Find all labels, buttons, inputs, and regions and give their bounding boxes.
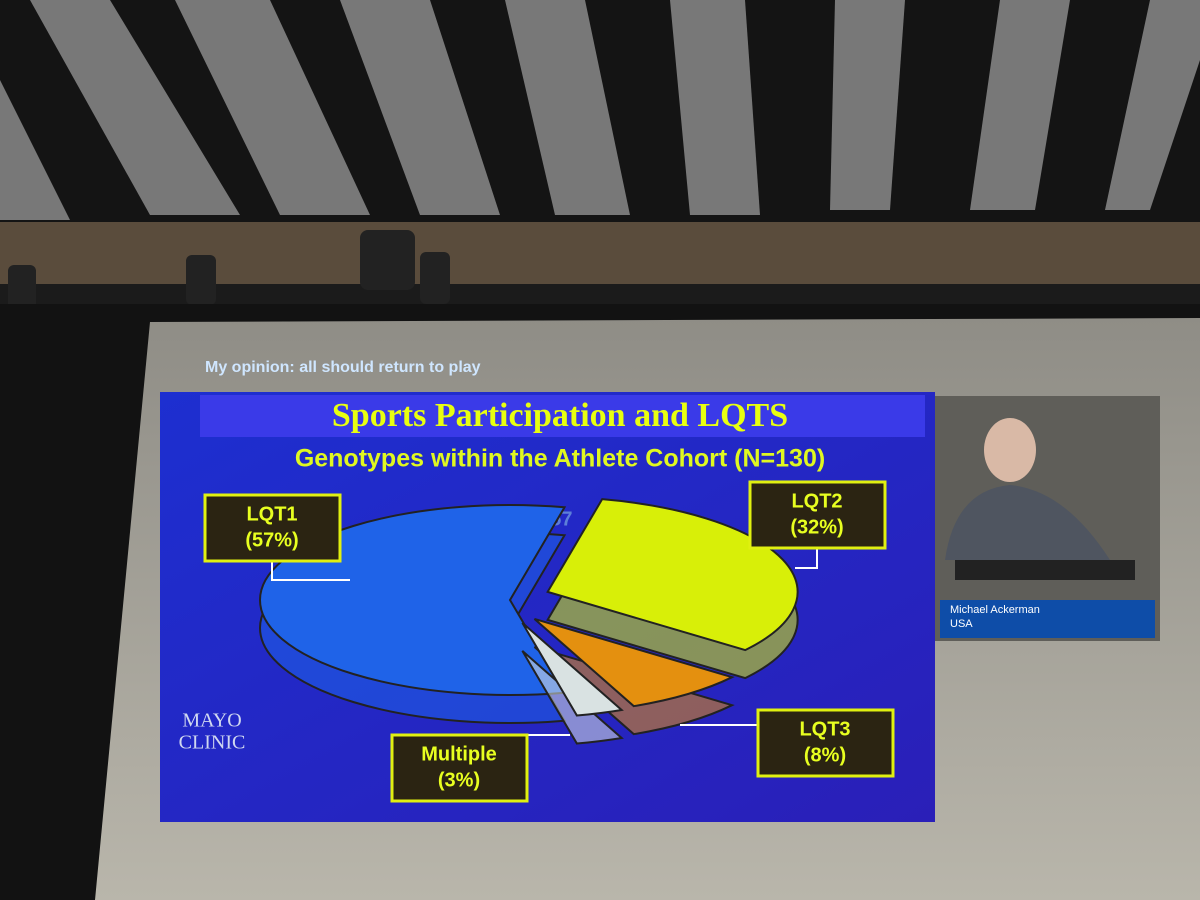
speaker-head — [984, 418, 1036, 482]
logo-text: MAYO — [182, 710, 241, 732]
slide-note: My opinion: all should return to play — [205, 359, 481, 376]
label-value: (57%) — [245, 529, 298, 551]
title-band — [200, 395, 925, 437]
label-value: (8%) — [804, 744, 846, 766]
label-value: (32%) — [790, 516, 843, 538]
label-category: LQT3 — [799, 718, 850, 740]
podium — [955, 560, 1135, 580]
label-box — [203, 493, 342, 563]
label-category: LQT1 — [246, 503, 297, 525]
truss — [0, 284, 1200, 304]
label-box — [748, 480, 887, 550]
label-box — [390, 733, 529, 803]
ceiling-panels — [0, 0, 1200, 220]
label-category: LQT2 — [791, 490, 842, 512]
leader-line — [795, 547, 818, 569]
logo-text: CLINIC — [179, 732, 246, 754]
chart-title: Sports Participation and LQTS — [332, 397, 788, 434]
label-box — [756, 708, 895, 778]
speaker-country: USA — [950, 618, 973, 630]
label-value: (3%) — [438, 769, 480, 791]
stage-lights — [8, 230, 450, 310]
name-banner — [940, 600, 1155, 638]
slice — [546, 498, 799, 652]
wall — [0, 222, 1200, 290]
label-category: Multiple — [421, 743, 497, 765]
slice — [533, 618, 735, 708]
leader-line — [271, 560, 350, 581]
pie: LQT1 (57%) LQT2 (32%) LQT3 (8%) Multiple (3%) — [203, 480, 895, 803]
speaker-name: Michael Ackerman — [950, 604, 1040, 616]
chart-subtitle: Genotypes within the Athlete Cohort (N=1… — [295, 445, 825, 473]
speaker-body — [945, 485, 1110, 560]
slice — [521, 622, 624, 717]
